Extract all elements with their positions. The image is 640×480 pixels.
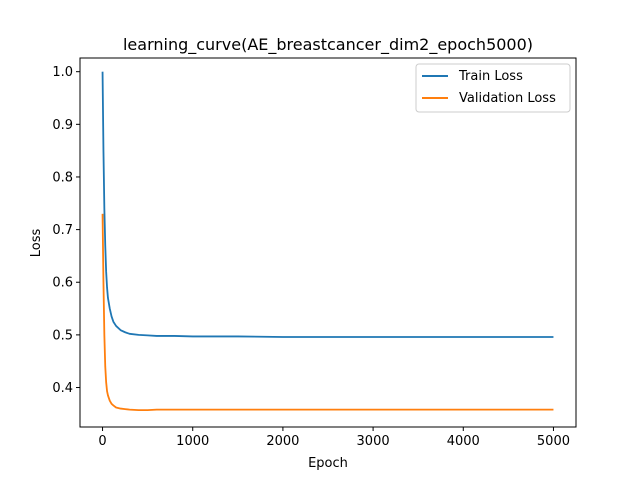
y-axis-label: Loss (29, 229, 44, 258)
x-axis-label: Epoch (308, 456, 348, 471)
y-tick-label: 0.5 (52, 328, 73, 343)
y-axis-ticks: 0.4 0.5 0.6 0.7 0.8 0.9 1.0 (52, 65, 80, 396)
y-tick-label: 0.7 (52, 223, 73, 238)
x-axis-ticks: 0 1000 2000 3000 4000 5000 (98, 427, 570, 449)
x-tick-label: 2000 (266, 434, 299, 449)
x-tick-label: 1000 (176, 434, 209, 449)
legend-label-train-loss: Train Loss (458, 69, 523, 84)
x-tick-label: 0 (98, 434, 106, 449)
y-tick-label: 0.9 (52, 118, 73, 133)
series-line-train-loss (101, 71, 554, 338)
y-tick-label: 0.8 (52, 170, 73, 185)
legend-label-validation-loss: Validation Loss (459, 91, 556, 106)
x-tick-label: 5000 (537, 434, 570, 449)
plot-area (79, 57, 577, 428)
axes-frame (79, 57, 577, 428)
legend-box (415, 63, 571, 113)
legend: Train Loss Validation Loss (415, 63, 571, 113)
chart-title: learning_curve(AE_breastcancer_dim2_epoc… (123, 35, 533, 55)
y-tick-label: 0.4 (52, 381, 73, 396)
y-tick-label: 1.0 (52, 65, 73, 80)
y-tick-label: 0.6 (52, 276, 73, 291)
x-tick-label: 4000 (447, 434, 480, 449)
x-tick-label: 3000 (357, 434, 390, 449)
series-line-validation-loss (101, 213, 554, 412)
series-layer (101, 71, 554, 412)
